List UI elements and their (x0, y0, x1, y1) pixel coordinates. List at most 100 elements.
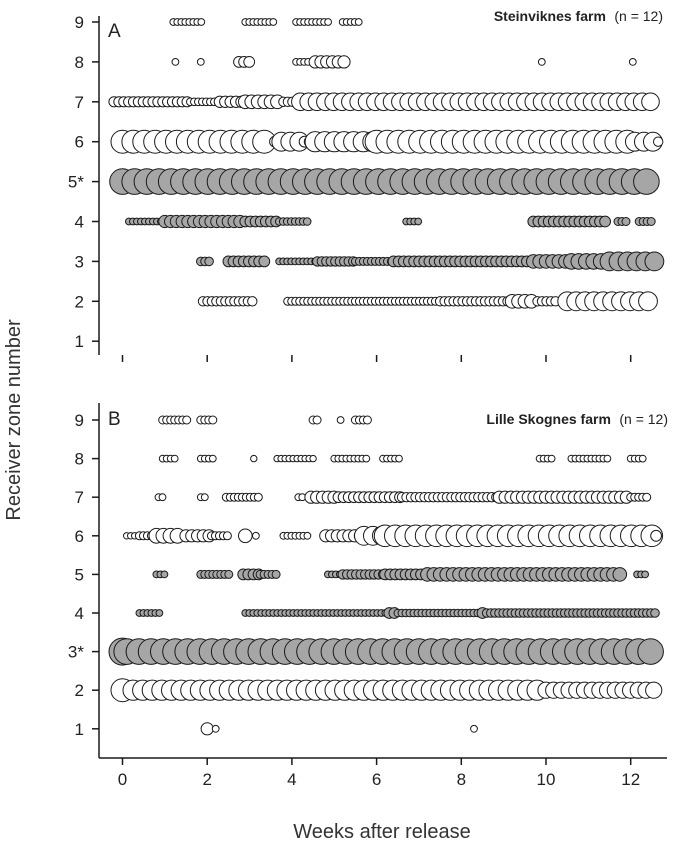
panel-a-title: Steinviknes farm (n = 12) (494, 8, 663, 25)
detection-bubble (196, 58, 205, 66)
detection-bubble (650, 608, 660, 618)
y-tick-label: 6 (75, 527, 84, 546)
y-tick-label: 4 (75, 604, 84, 623)
detection-bubble (222, 531, 232, 541)
y-tick-label: 4 (75, 213, 84, 232)
detection-bubble (633, 168, 660, 195)
panel-b-bubbles (108, 415, 664, 736)
detection-bubble (250, 454, 258, 463)
detection-bubble (612, 567, 628, 582)
detection-bubble (470, 724, 478, 733)
x-axis-title: Weeks after release (293, 821, 471, 843)
y-tick-label: 2 (75, 292, 84, 311)
detection-bubble (336, 416, 345, 424)
detection-bubble (200, 722, 214, 736)
y-tick-label: 8 (75, 450, 84, 469)
detection-bubble (324, 18, 333, 26)
panel-a-letter: A (108, 21, 121, 42)
detection-bubble (303, 531, 312, 540)
detection-bubble (642, 492, 652, 502)
detection-bubble (395, 454, 403, 463)
detection-bubble (354, 18, 363, 26)
detection-bubble (641, 570, 649, 579)
x-tick-label: 12 (621, 770, 640, 789)
y-tick-label: 9 (75, 13, 84, 32)
detection-bubble (208, 454, 217, 463)
detection-bubble (628, 58, 637, 66)
detection-bubble (309, 454, 317, 463)
panel-b-sample-size: (n = 12) (619, 411, 668, 427)
detection-bubble (312, 415, 322, 425)
detection-bubble (238, 528, 253, 544)
detection-bubble (271, 569, 281, 579)
detection-bubble (547, 454, 556, 463)
y-tick-label: 1 (75, 720, 84, 739)
detection-bubble (644, 251, 665, 272)
y-tick-label: 6 (75, 133, 84, 152)
y-axis-title: Receiver zone number (3, 319, 25, 521)
detection-bubble (160, 570, 169, 579)
y-tick-label: 7 (75, 93, 84, 112)
detection-bubble (302, 217, 312, 226)
detection-bubble (337, 55, 351, 69)
detection-bubble (247, 296, 258, 307)
detection-bubble (362, 454, 371, 463)
detection-bubble (603, 454, 612, 463)
detection-bubble (200, 493, 209, 502)
panel-a-sample-size: (n = 12) (614, 8, 663, 24)
x-tick-label: 2 (202, 770, 211, 789)
detection-bubble (650, 529, 662, 542)
panel-a-bubbles (108, 18, 665, 312)
detection-bubble (197, 18, 206, 26)
x-tick-label: 6 (372, 770, 381, 789)
panel-a-farm-name: Steinviknes farm (494, 8, 606, 24)
y-tick-label: 1 (75, 332, 84, 351)
detection-bubble (204, 256, 214, 267)
detection-bubble (258, 255, 271, 268)
detection-bubble (182, 415, 192, 425)
detection-bubble (211, 724, 220, 733)
detection-bubble (269, 18, 278, 26)
y-tick-label: 8 (75, 53, 84, 72)
x-tick-label: 0 (118, 770, 127, 789)
detection-bubble (362, 415, 372, 425)
panel-a-steinviknes: 1 2 3 4 5* 6 7 8 9 A Steinviknes farm (n = 12) (68, 8, 665, 362)
detection-bubble (243, 56, 256, 68)
detection-bubble (414, 217, 423, 226)
detection-bubble (170, 454, 179, 463)
detection-bubble (646, 217, 656, 226)
detection-bubble (155, 609, 164, 617)
panel-b-y-ticks: 1 2 3* 4 5 6 7 8 9 (68, 411, 99, 739)
panel-a-y-ticks: 1 2 3 4 5* 6 7 8 9 (68, 13, 99, 351)
y-tick-label: 2 (75, 681, 84, 700)
y-tick-label: 3 (75, 252, 84, 271)
detection-bubble (645, 681, 663, 699)
detection-bubble (599, 215, 611, 228)
y-tick-label: 9 (75, 411, 84, 430)
panel-b-title: Lille Skognes farm (n = 12) (486, 411, 668, 428)
detection-bubble (637, 638, 664, 665)
panel-b-letter: B (108, 409, 121, 430)
detection-bubble (252, 531, 260, 540)
detection-bubble (208, 415, 218, 425)
detection-bubble (621, 217, 631, 226)
detection-bubble (224, 569, 234, 579)
panel-a-x-ticks (121, 355, 632, 362)
detection-bubble (253, 492, 263, 502)
y-tick-label: 5 (75, 565, 84, 584)
y-tick-label: 5* (68, 173, 84, 192)
panel-b-x-ticks: 0 2 4 6 8 10 12 (118, 758, 640, 789)
x-tick-label: 8 (457, 770, 466, 789)
y-tick-label: 3* (68, 643, 84, 662)
panel-b-farm-name: Lille Skognes farm (486, 411, 610, 427)
detection-bubble (638, 454, 647, 463)
x-tick-label: 4 (287, 770, 296, 789)
y-tick-label: 7 (75, 488, 84, 507)
detection-bubble (171, 58, 180, 66)
detection-bubble (653, 136, 664, 147)
detection-bubble (537, 58, 546, 66)
x-tick-label: 10 (537, 770, 556, 789)
detection-bubble (638, 291, 658, 312)
